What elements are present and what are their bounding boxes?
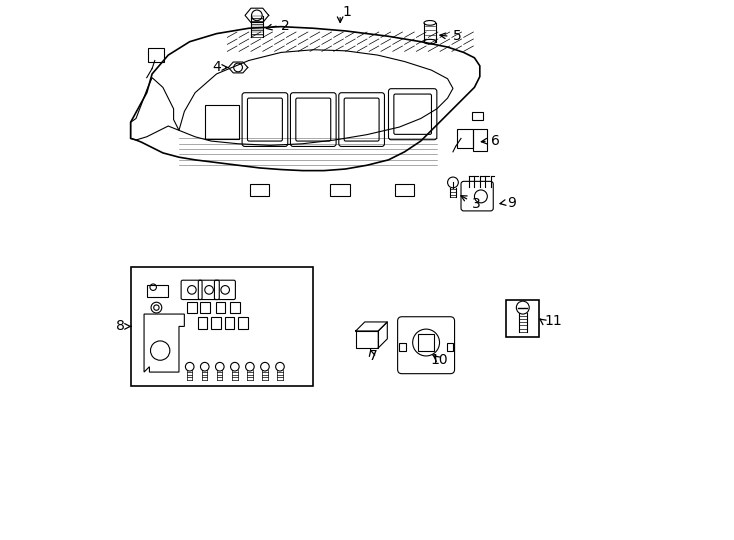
Bar xyxy=(211,318,221,329)
Bar xyxy=(472,112,482,119)
Bar xyxy=(187,302,197,313)
Bar xyxy=(399,342,406,350)
Bar xyxy=(197,318,208,329)
Bar xyxy=(395,184,414,196)
Text: 4: 4 xyxy=(212,60,221,75)
Text: 1: 1 xyxy=(343,5,352,19)
Bar xyxy=(225,318,234,329)
Text: 3: 3 xyxy=(472,197,481,211)
Bar xyxy=(147,285,168,297)
Text: 5: 5 xyxy=(453,29,462,43)
Text: 9: 9 xyxy=(506,196,515,210)
Bar xyxy=(446,342,453,350)
Bar xyxy=(250,184,269,196)
Text: 11: 11 xyxy=(545,314,562,328)
Bar xyxy=(216,302,225,313)
Text: 10: 10 xyxy=(431,353,448,367)
Bar xyxy=(330,184,350,196)
Bar xyxy=(356,331,378,348)
Bar xyxy=(238,318,248,329)
Text: 8: 8 xyxy=(117,319,126,333)
Bar xyxy=(200,302,210,313)
Text: 2: 2 xyxy=(281,18,290,32)
Bar xyxy=(418,334,434,350)
Text: 6: 6 xyxy=(490,134,499,148)
Text: 7: 7 xyxy=(369,349,378,363)
Bar xyxy=(230,302,240,313)
